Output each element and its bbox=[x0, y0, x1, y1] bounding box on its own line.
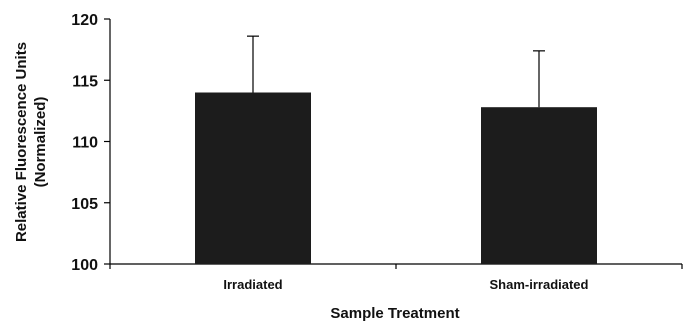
bar bbox=[195, 92, 311, 264]
x-axis-title: Sample Treatment bbox=[330, 305, 459, 322]
y-axis-title-line2: (Normalized) bbox=[32, 97, 49, 188]
x-tick-label: Irradiated bbox=[223, 277, 282, 292]
x-tick-label: Sham-irradiated bbox=[490, 277, 589, 292]
y-axis-title: Relative Fluorescence Units (Normalized) bbox=[13, 42, 49, 242]
bar bbox=[481, 107, 597, 264]
plot-area: 100 105 110 115 120 Irradiated Sham-irradiated bbox=[71, 12, 683, 292]
y-tick-label: 115 bbox=[72, 73, 98, 90]
y-axis-title-line1: Relative Fluorescence Units bbox=[13, 42, 30, 242]
y-tick-label: 120 bbox=[71, 12, 98, 29]
y-tick-label: 105 bbox=[71, 196, 98, 213]
y-tick-label: 100 bbox=[71, 257, 98, 274]
y-tick-label: 110 bbox=[72, 135, 98, 152]
